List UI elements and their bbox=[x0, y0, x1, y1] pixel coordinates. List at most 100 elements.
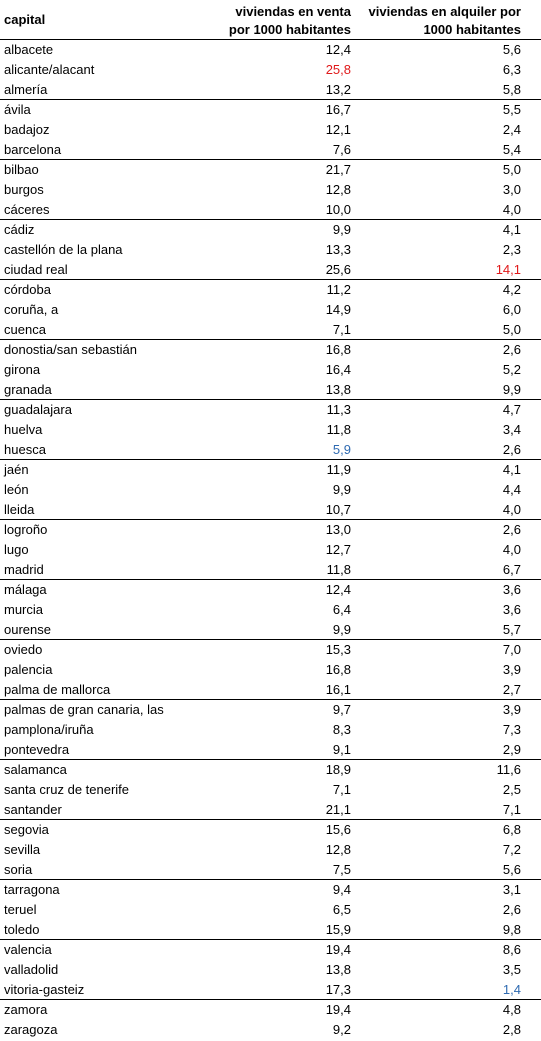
table-row: castellón de la plana 13,3 2,3 bbox=[0, 240, 541, 260]
table-row: córdoba 11,2 4,2 bbox=[0, 280, 541, 300]
cell-alquiler: 3,9 bbox=[502, 702, 521, 717]
cell-capital: valladolid bbox=[4, 962, 59, 977]
cell-capital: badajoz bbox=[4, 122, 50, 137]
header-alquiler-line2: 1000 habitantes bbox=[423, 22, 521, 37]
cell-alquiler: 3,4 bbox=[502, 422, 521, 437]
cell-capital: alicante/alacant bbox=[4, 62, 95, 77]
table-row: alicante/alacant 25,8 6,3 bbox=[0, 60, 541, 80]
cell-capital: bilbao bbox=[4, 162, 39, 177]
table-row: santa cruz de tenerife 7,1 2,5 bbox=[0, 780, 541, 800]
table-row: palmas de gran canaria, las 9,7 3,9 bbox=[0, 700, 541, 720]
table-row: salamanca 18,9 11,6 bbox=[0, 760, 541, 780]
cell-alquiler: 2,8 bbox=[502, 1022, 521, 1037]
cell-venta: 13,3 bbox=[325, 242, 351, 257]
cell-venta: 17,3 bbox=[325, 982, 351, 997]
cell-venta: 11,9 bbox=[326, 462, 351, 477]
cell-venta: 10,0 bbox=[325, 202, 351, 217]
cell-capital: logroño bbox=[4, 522, 48, 537]
table-row: bilbao 21,7 5,0 bbox=[0, 160, 541, 180]
cell-capital: soria bbox=[4, 862, 33, 877]
cell-alquiler: 4,1 bbox=[502, 222, 521, 237]
cell-venta: 18,9 bbox=[325, 762, 351, 777]
cell-alquiler: 4,1 bbox=[502, 462, 521, 477]
table-row: logroño 13,0 2,6 bbox=[0, 520, 541, 540]
cell-venta: 14,9 bbox=[325, 302, 351, 317]
cell-alquiler: 2,3 bbox=[502, 242, 521, 257]
cell-capital: madrid bbox=[4, 562, 44, 577]
cell-alquiler: 2,6 bbox=[502, 342, 521, 357]
cell-venta: 12,1 bbox=[325, 122, 351, 137]
cell-alquiler: 4,7 bbox=[502, 402, 521, 417]
table-row: albacete 12,4 5,6 bbox=[0, 40, 541, 60]
cell-alquiler: 4,0 bbox=[502, 202, 521, 217]
cell-alquiler: 5,5 bbox=[502, 102, 521, 117]
cell-venta: 16,7 bbox=[325, 102, 351, 117]
cell-capital: guadalajara bbox=[4, 402, 72, 417]
cell-capital: ávila bbox=[4, 102, 31, 117]
cell-venta: 7,6 bbox=[332, 142, 351, 157]
table-row: pamplona/iruña 8,3 7,3 bbox=[0, 720, 541, 740]
cell-capital: málaga bbox=[4, 582, 47, 597]
table-row: pontevedra 9,1 2,9 bbox=[0, 740, 541, 760]
cell-venta: 8,3 bbox=[332, 722, 351, 737]
cell-venta: 16,8 bbox=[325, 662, 351, 677]
cell-capital: ciudad real bbox=[4, 262, 68, 277]
cell-alquiler: 9,8 bbox=[502, 922, 521, 937]
cell-capital: albacete bbox=[4, 42, 54, 57]
cell-venta: 13,2 bbox=[325, 82, 351, 97]
cell-alquiler: 3,9 bbox=[502, 662, 521, 677]
cell-alquiler: 4,4 bbox=[502, 482, 521, 497]
cell-alquiler: 3,0 bbox=[502, 182, 521, 197]
table-row: zaragoza 9,2 2,8 bbox=[0, 1020, 541, 1040]
table-row: lleida 10,7 4,0 bbox=[0, 500, 541, 520]
cell-alquiler: 2,6 bbox=[502, 442, 521, 457]
table-row: segovia 15,6 6,8 bbox=[0, 820, 541, 840]
cell-capital: ourense bbox=[4, 622, 51, 637]
cell-alquiler: 2,5 bbox=[502, 782, 521, 797]
cell-alquiler: 4,0 bbox=[502, 542, 521, 557]
cell-alquiler: 4,8 bbox=[502, 1002, 521, 1017]
cell-capital: zaragoza bbox=[4, 1022, 58, 1037]
cell-alquiler: 3,5 bbox=[502, 962, 521, 977]
cell-alquiler: 3,6 bbox=[502, 602, 521, 617]
cell-venta: 13,8 bbox=[325, 962, 351, 977]
table-row: guadalajara 11,3 4,7 bbox=[0, 400, 541, 420]
cell-alquiler: 9,9 bbox=[502, 382, 521, 397]
cell-alquiler: 11,6 bbox=[496, 762, 521, 777]
cell-capital: sevilla bbox=[4, 842, 41, 857]
cell-capital: barcelona bbox=[4, 142, 62, 157]
table-row: palencia 16,8 3,9 bbox=[0, 660, 541, 680]
cell-capital: murcia bbox=[4, 602, 44, 617]
cell-venta: 9,7 bbox=[332, 702, 351, 717]
cell-alquiler: 2,4 bbox=[502, 122, 521, 137]
table-row: zamora 19,4 4,8 bbox=[0, 1000, 541, 1020]
table-header: capital viviendas en venta por 1000 habi… bbox=[0, 0, 541, 40]
cell-capital: lleida bbox=[4, 502, 35, 517]
cell-alquiler: 5,4 bbox=[502, 142, 521, 157]
cell-alquiler: 6,0 bbox=[502, 302, 521, 317]
table-row: valladolid 13,8 3,5 bbox=[0, 960, 541, 980]
cell-alquiler: 6,8 bbox=[502, 822, 521, 837]
cell-venta: 12,4 bbox=[325, 582, 351, 597]
cell-venta: 6,5 bbox=[332, 902, 351, 917]
cell-venta: 9,1 bbox=[332, 742, 351, 757]
cell-alquiler: 5,7 bbox=[502, 622, 521, 637]
cell-capital: pamplona/iruña bbox=[4, 722, 94, 737]
cell-venta: 9,9 bbox=[332, 622, 351, 637]
cell-venta: 7,5 bbox=[332, 862, 351, 877]
cell-capital: palmas de gran canaria, las bbox=[4, 702, 164, 717]
table-row: girona 16,4 5,2 bbox=[0, 360, 541, 380]
cell-alquiler: 3,1 bbox=[502, 882, 521, 897]
table-row: barcelona 7,6 5,4 bbox=[0, 140, 541, 160]
cell-venta: 21,1 bbox=[325, 802, 351, 817]
cell-venta: 9,9 bbox=[332, 482, 351, 497]
cell-alquiler: 14,1 bbox=[495, 262, 521, 277]
cell-venta: 16,4 bbox=[325, 362, 351, 377]
cell-venta: 12,8 bbox=[325, 182, 351, 197]
cell-alquiler: 7,3 bbox=[502, 722, 521, 737]
cell-venta: 12,4 bbox=[325, 42, 351, 57]
table-row: huesca 5,9 2,6 bbox=[0, 440, 541, 460]
cell-alquiler: 2,7 bbox=[502, 682, 521, 697]
cell-alquiler: 5,0 bbox=[502, 162, 521, 177]
table-row: león 9,9 4,4 bbox=[0, 480, 541, 500]
